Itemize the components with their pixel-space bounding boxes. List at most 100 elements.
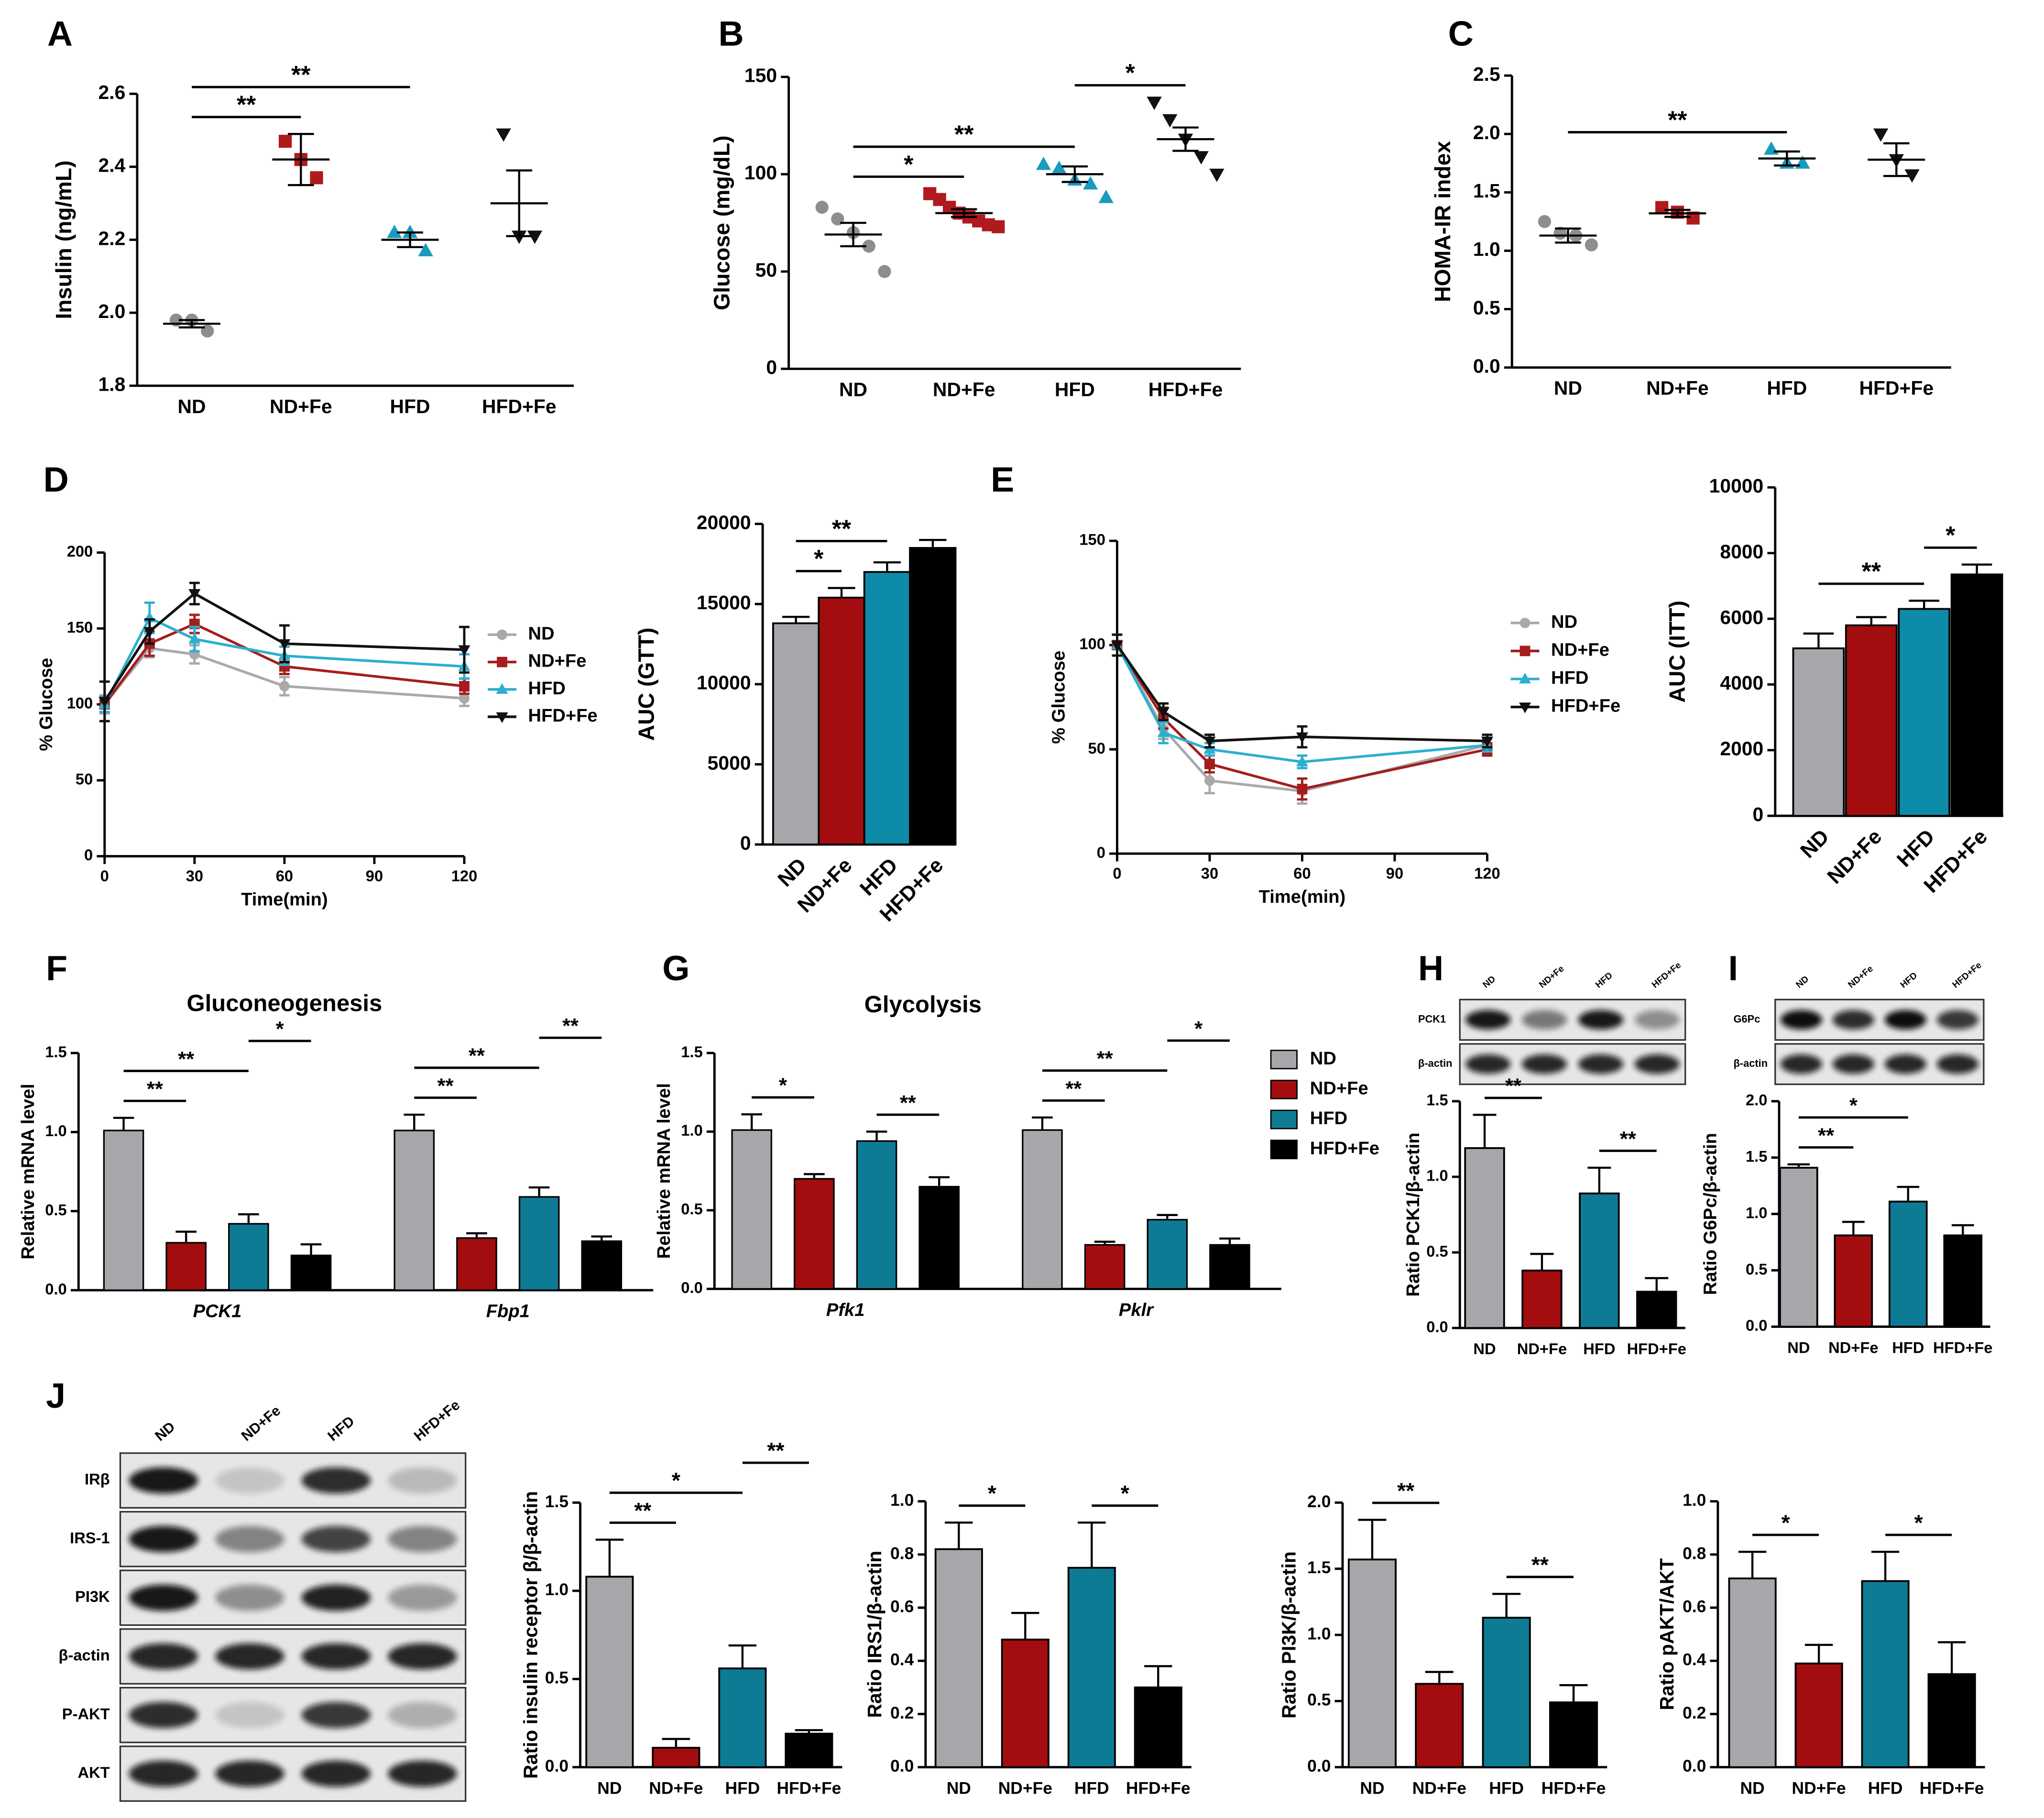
significance-label: ** xyxy=(147,1078,163,1101)
bar xyxy=(1482,1617,1531,1768)
y-tick-label: 0.5 xyxy=(1307,1690,1331,1709)
data-point xyxy=(1203,743,1216,754)
data-point xyxy=(1098,189,1114,203)
bar xyxy=(909,547,957,845)
x-tick-label: 30 xyxy=(186,867,203,885)
legend-label: HFD+Fe xyxy=(528,705,598,726)
data-point xyxy=(527,230,543,244)
y-tick-label: 0 xyxy=(740,832,751,854)
legend-marker xyxy=(496,712,508,723)
y-tick-label: 150 xyxy=(67,618,93,636)
y-tick-label: 0 xyxy=(766,356,777,378)
blot-band xyxy=(301,1584,371,1611)
blot-band xyxy=(215,1760,284,1787)
y-tick-label: 100 xyxy=(1079,635,1105,653)
y-tick-label: 1.0 xyxy=(890,1490,914,1510)
x-tick-label: HFD xyxy=(1892,1338,1924,1356)
legend-label: HFD xyxy=(528,678,566,699)
data-point xyxy=(1209,168,1224,182)
panel-label: H xyxy=(1418,948,1443,988)
bar xyxy=(1792,647,1845,817)
data-point xyxy=(1585,238,1598,252)
row-label: G6Pc xyxy=(1734,1013,1760,1025)
significance-label: * xyxy=(672,1468,680,1493)
blot-band xyxy=(1578,1010,1624,1029)
y-tick-label: 50 xyxy=(755,259,777,281)
y-tick-label: 1.5 xyxy=(45,1043,66,1061)
bar xyxy=(1549,1701,1598,1768)
bar xyxy=(1347,1558,1397,1768)
legend-swatch xyxy=(1270,1080,1298,1099)
bar xyxy=(1022,1129,1063,1290)
x-tick-label: HFD xyxy=(1489,1778,1524,1797)
panel-label: I xyxy=(1728,948,1738,988)
y-tick-label: 0.4 xyxy=(890,1650,914,1669)
legend-label: ND+Fe xyxy=(1551,639,1609,660)
y-tick-label: 1.0 xyxy=(545,1580,568,1599)
x-tick-label: HFD+Fe xyxy=(776,1778,841,1797)
bar xyxy=(934,1548,983,1768)
y-tick-label: 2.5 xyxy=(1473,63,1500,85)
y-tick-label: 0.2 xyxy=(890,1703,914,1722)
y-tick-label: 0 xyxy=(84,846,93,864)
blot-band xyxy=(388,1526,457,1553)
legend-label: ND xyxy=(1310,1048,1336,1069)
x-tick-label: HFD+Fe xyxy=(1148,378,1223,400)
bar xyxy=(863,571,911,845)
data-point xyxy=(862,240,875,253)
significance-label: ** xyxy=(1505,1075,1521,1098)
data-point xyxy=(1193,151,1209,165)
blot-band xyxy=(1634,1010,1680,1029)
blot-band xyxy=(301,1526,371,1553)
blot-band xyxy=(301,1760,371,1787)
significance-label: ** xyxy=(1862,558,1881,585)
row-label: P-AKT xyxy=(62,1705,110,1722)
y-tick-label: 0.0 xyxy=(1307,1756,1331,1775)
significance-label: ** xyxy=(954,120,974,148)
y-tick-label: 2000 xyxy=(1720,738,1763,760)
y-tick-label: 0.5 xyxy=(45,1201,66,1218)
bar xyxy=(518,1196,560,1291)
y-tick-label: 1.8 xyxy=(98,373,126,395)
x-tick-label: ND xyxy=(1360,1778,1384,1797)
panel-label: G xyxy=(662,948,689,988)
legend-label: ND+Fe xyxy=(1310,1078,1368,1099)
y-axis-label: AUC (ITT) xyxy=(1664,601,1689,703)
x-tick-label: 60 xyxy=(276,867,293,885)
blot-band xyxy=(301,1702,371,1729)
x-tick-label: ND+Fe xyxy=(1412,1778,1466,1797)
x-tick-label: ND xyxy=(178,395,206,417)
significance-label: ** xyxy=(562,1015,579,1038)
legend-marker xyxy=(1519,672,1531,684)
legend-marker xyxy=(1519,646,1530,657)
y-tick-label: 2.0 xyxy=(1746,1091,1767,1109)
y-tick-label: 1.0 xyxy=(681,1121,702,1139)
y-axis-label: Glucose (mg/dL) xyxy=(710,135,734,310)
data-point xyxy=(1082,176,1098,190)
bar xyxy=(393,1129,435,1291)
subplot-title: Glycolysis xyxy=(864,992,982,1018)
y-tick-label: 150 xyxy=(1079,531,1105,548)
y-tick-label: 50 xyxy=(1088,739,1105,757)
bar xyxy=(165,1242,207,1291)
x-tick-label: ND xyxy=(947,1778,971,1797)
bar xyxy=(1927,1673,1976,1768)
significance-label: ** xyxy=(1531,1552,1549,1577)
panel-label: D xyxy=(44,460,69,499)
y-tick-label: 0.6 xyxy=(1683,1597,1706,1616)
data-point xyxy=(1203,736,1216,747)
significance-label: ** xyxy=(437,1074,454,1097)
legend-swatch xyxy=(1270,1139,1298,1160)
data-point xyxy=(279,681,290,691)
x-tick-label: HFD+Fe xyxy=(1541,1778,1606,1797)
y-tick-label: 0.5 xyxy=(1746,1260,1767,1278)
legend-label: HFD+Fe xyxy=(1551,696,1620,716)
x-tick-label: HFD+Fe xyxy=(1933,1338,1992,1356)
significance-label: * xyxy=(276,1018,284,1041)
legend-label: HFD+Fe xyxy=(1310,1138,1379,1159)
y-tick-label: 10000 xyxy=(1709,475,1764,497)
row-label: PCK1 xyxy=(1418,1013,1446,1025)
y-tick-label: 0.4 xyxy=(1683,1650,1706,1669)
bar xyxy=(1134,1687,1182,1768)
significance-label: ** xyxy=(1668,106,1687,133)
